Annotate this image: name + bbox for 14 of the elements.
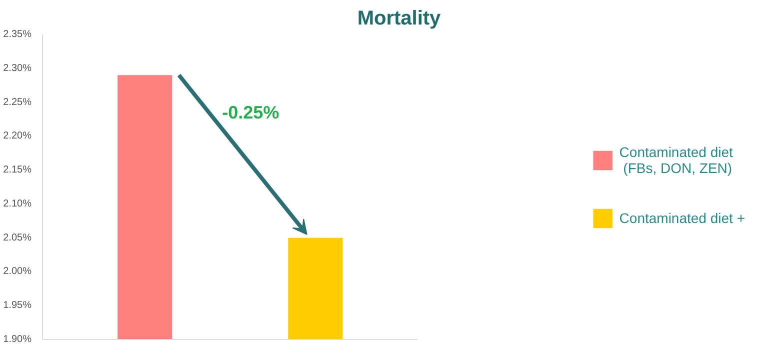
y-tick-label: 2.20% <box>3 130 32 142</box>
y-tick-label: 2.35% <box>3 29 32 40</box>
annotation: -0.25% <box>222 102 280 123</box>
legend-label: Contaminated diet + <box>619 210 745 226</box>
y-tick-label: 2.10% <box>3 198 32 210</box>
legend-label: Contaminated diet (FBs, DON, ZEN) <box>619 144 733 176</box>
y-tick-label: 2.15% <box>3 164 32 176</box>
chart-title: Mortality <box>357 8 442 30</box>
y-tick-label: 1.95% <box>3 300 32 312</box>
y-tick-label: 1.90% <box>3 334 32 345</box>
y-tick-label: 2.00% <box>3 266 32 278</box>
y-tick-label: 2.05% <box>3 232 32 244</box>
y-tick-label: 2.30% <box>3 62 32 74</box>
y-tick-label: 2.25% <box>3 96 32 108</box>
